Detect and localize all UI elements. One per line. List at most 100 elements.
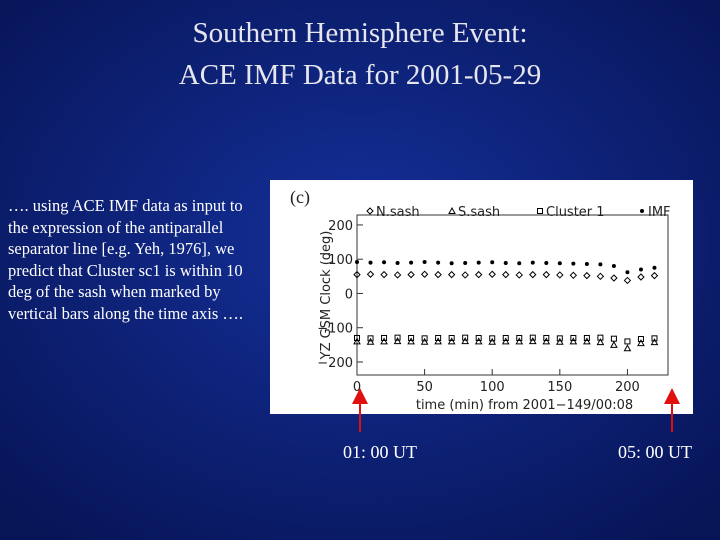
panel-label: (c) bbox=[290, 187, 310, 208]
marker bbox=[515, 271, 523, 279]
marker bbox=[611, 264, 616, 269]
marker bbox=[381, 334, 388, 341]
marker bbox=[474, 337, 483, 345]
marker bbox=[543, 334, 550, 341]
marker bbox=[462, 334, 469, 341]
marker bbox=[637, 273, 645, 281]
marker bbox=[529, 334, 536, 341]
marker bbox=[556, 271, 564, 279]
legend-label: Cluster 1 bbox=[546, 205, 605, 220]
marker bbox=[382, 260, 387, 265]
marker bbox=[515, 337, 524, 345]
legend-label: S.sash bbox=[458, 205, 500, 220]
marker bbox=[516, 334, 523, 341]
legend-label: IMF bbox=[648, 205, 671, 220]
marker bbox=[542, 337, 551, 345]
marker bbox=[650, 271, 659, 280]
marker bbox=[502, 334, 509, 341]
plot: (c) −200 −100 0 100 200 0 50 100 150 200 time (min)… bbox=[290, 187, 671, 413]
marker bbox=[597, 334, 604, 341]
y-tick-label: −100 bbox=[317, 322, 353, 337]
marker bbox=[354, 334, 360, 341]
x-tick-label: 100 bbox=[480, 380, 505, 395]
marker bbox=[623, 344, 632, 352]
legend-marker bbox=[640, 209, 644, 213]
marker bbox=[557, 261, 562, 266]
marker bbox=[408, 334, 415, 341]
marker bbox=[623, 276, 632, 285]
marker bbox=[501, 337, 510, 345]
marker bbox=[610, 274, 618, 282]
marker bbox=[366, 270, 375, 278]
annotation: 05: 00 UT bbox=[618, 442, 692, 462]
marker bbox=[420, 337, 429, 345]
x-tick-label: 50 bbox=[416, 380, 433, 395]
legend-marker bbox=[537, 208, 543, 214]
legend-marker bbox=[448, 206, 456, 214]
marker bbox=[490, 260, 495, 265]
marker bbox=[448, 334, 455, 341]
marker bbox=[528, 337, 537, 345]
marker bbox=[393, 337, 402, 345]
marker bbox=[353, 337, 361, 345]
marker bbox=[596, 272, 605, 281]
y-tick-label: 200 bbox=[328, 219, 353, 234]
marker bbox=[569, 271, 578, 280]
marker bbox=[529, 270, 537, 279]
marker bbox=[368, 260, 373, 265]
marker bbox=[570, 334, 577, 341]
marker bbox=[394, 334, 401, 341]
marker bbox=[434, 270, 442, 279]
marker bbox=[421, 335, 428, 342]
marker bbox=[530, 260, 535, 265]
marker bbox=[435, 334, 442, 341]
x-axis-label: time (min) from 2001−149/00:08 bbox=[416, 398, 633, 413]
y-tick-label: −200 bbox=[317, 356, 353, 371]
marker bbox=[569, 337, 578, 345]
marker bbox=[447, 270, 456, 279]
marker bbox=[583, 337, 591, 345]
marker bbox=[488, 270, 496, 278]
marker bbox=[422, 259, 427, 264]
marker bbox=[475, 334, 482, 341]
marker bbox=[461, 337, 470, 345]
marker bbox=[624, 338, 631, 345]
marker bbox=[555, 337, 564, 345]
y-tick-label: 0 bbox=[345, 287, 353, 302]
marker bbox=[502, 270, 510, 279]
x-tick-label: 200 bbox=[615, 380, 640, 395]
marker bbox=[638, 267, 643, 272]
marker bbox=[650, 338, 659, 346]
y-tick-label: 100 bbox=[328, 253, 353, 268]
marker bbox=[652, 265, 657, 270]
marker bbox=[610, 335, 617, 342]
marker bbox=[584, 261, 589, 266]
marker bbox=[596, 338, 605, 346]
marker bbox=[625, 270, 630, 275]
marker bbox=[517, 261, 522, 266]
paragraph: …. using ACE IMF data as input to the ex… bbox=[8, 196, 244, 323]
marker bbox=[651, 335, 658, 342]
marker bbox=[571, 261, 576, 266]
marker bbox=[556, 335, 563, 342]
marker bbox=[407, 337, 415, 345]
marker bbox=[476, 260, 481, 265]
marker bbox=[542, 270, 551, 279]
x-tick-label: 150 bbox=[547, 380, 572, 395]
marker bbox=[598, 262, 603, 267]
marker bbox=[583, 334, 590, 341]
marker bbox=[488, 337, 497, 345]
marker bbox=[583, 271, 591, 280]
annotation: 01: 00 UT bbox=[343, 442, 417, 462]
x-tick-label: 0 bbox=[353, 380, 361, 395]
marker bbox=[393, 271, 402, 279]
marker bbox=[380, 270, 388, 279]
marker bbox=[355, 259, 359, 264]
marker bbox=[637, 336, 644, 343]
marker bbox=[420, 270, 429, 278]
marker bbox=[449, 261, 454, 266]
legend-label: N.sash bbox=[376, 205, 420, 220]
